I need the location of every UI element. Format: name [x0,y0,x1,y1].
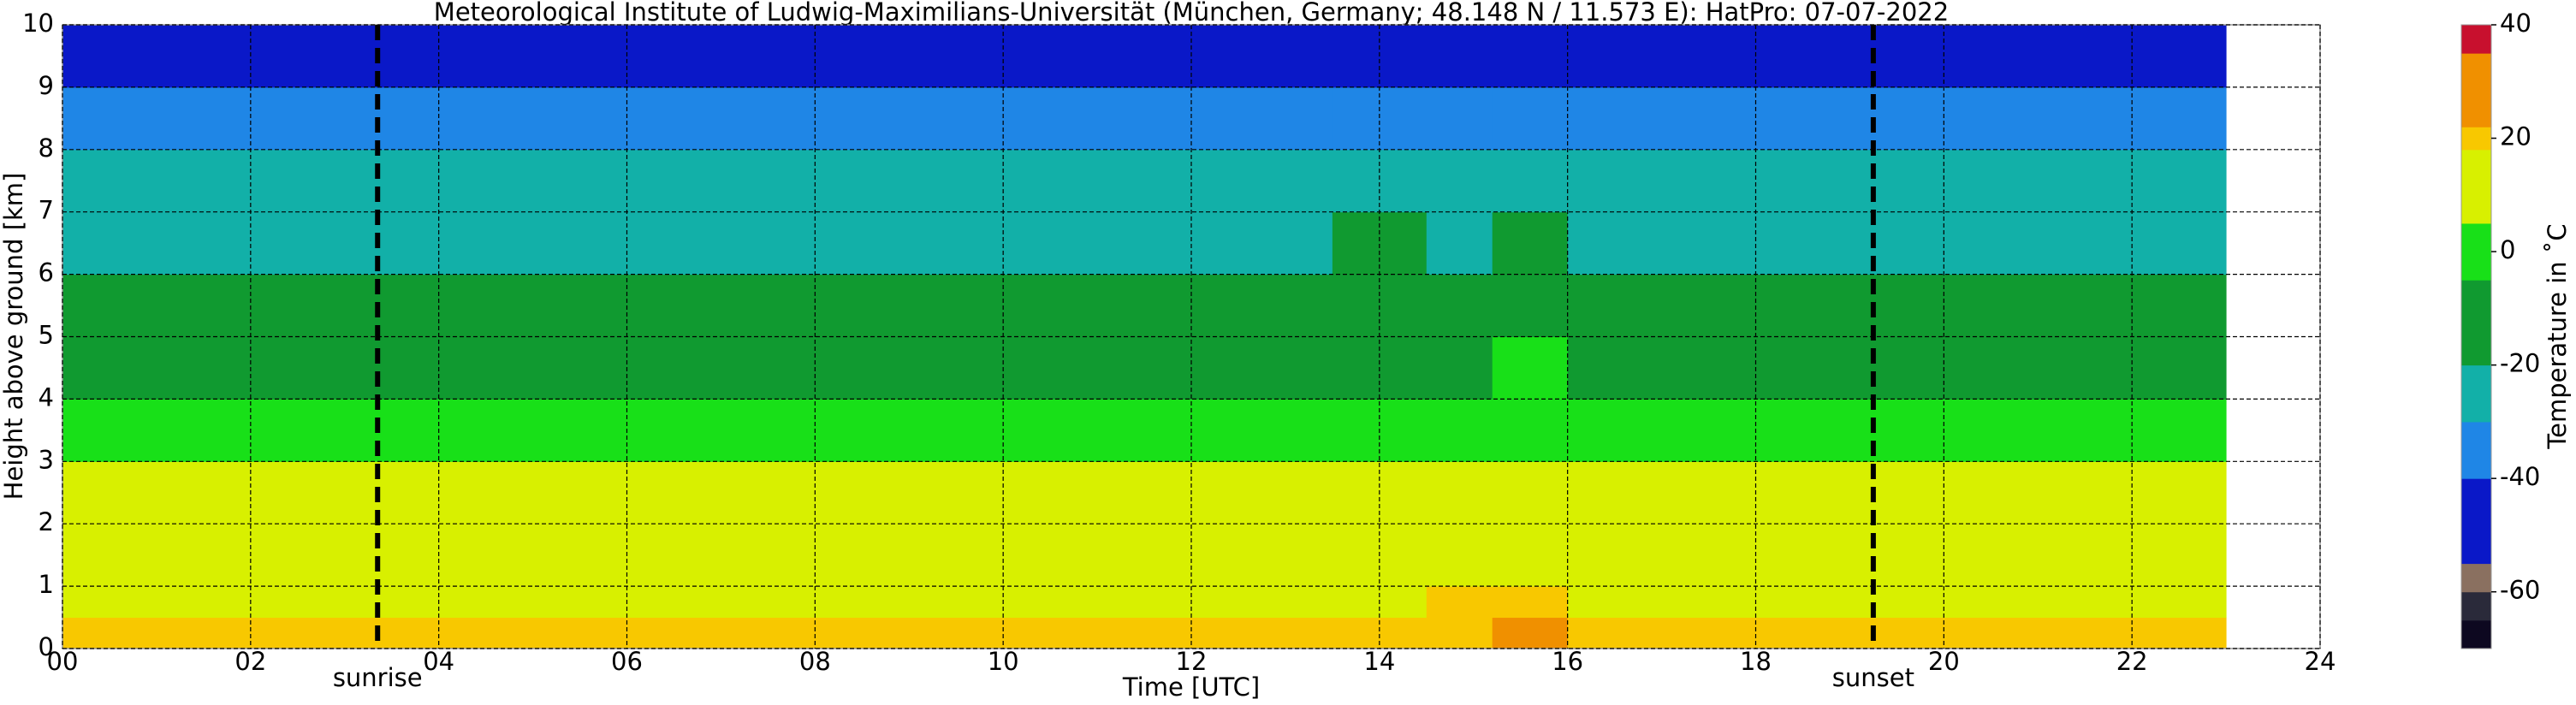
x-tick-label: 08 [799,647,831,676]
colorbar-segment [2461,127,2491,151]
heat-cell [1426,25,1493,88]
heat-cell [62,86,1333,151]
heat-cell [1332,211,1427,275]
colorbar-segment [2461,421,2491,479]
y-tick-label: 9 [39,71,54,100]
y-tick-label: 6 [39,258,54,287]
colorbar-tick-label: -40 [2500,462,2540,491]
heat-cell [1567,86,2227,151]
heat-cell [1567,617,2227,649]
y-axis-label: Height above ground [km] [0,173,28,501]
heat-cell [62,336,1333,400]
heat-cell [1426,336,1493,400]
heat-cell [1492,149,1569,213]
colorbar-segment [2461,53,2491,127]
x-tick-label: 16 [1552,647,1583,676]
heat-cell [1426,524,1493,587]
colorbar-tick-label: -60 [2500,576,2540,605]
heat-cell [1567,586,2227,619]
x-tick-label: 02 [234,647,266,676]
y-tick-label: 5 [39,321,54,350]
colorbar-label: Temperature in ˚C [2543,223,2572,449]
heat-cell [1426,86,1493,151]
heat-cell [1426,149,1493,213]
x-tick-label: 04 [423,647,454,676]
heat-cell [1567,336,2227,400]
y-tick-label: 0 [39,632,54,661]
heat-cell [1426,211,1493,275]
colorbar-tick-label: -20 [2500,349,2540,378]
x-tick-label: 00 [47,647,79,676]
colorbar-tick-label: 0 [2500,235,2515,264]
heat-cell [62,25,1333,88]
heat-cell [1492,524,1569,587]
heat-cell [62,211,1333,275]
y-tick-label: 7 [39,196,54,225]
colorbar-frame [2460,24,2492,649]
colorbar-segment [2461,149,2491,224]
heat-cell [1492,86,1569,151]
colorbar-segment [2461,222,2491,281]
heat-cell [1426,461,1493,524]
heat-cell [62,617,1333,649]
heat-cell [62,586,1333,619]
heat-cell [1492,461,1569,524]
colorbar-tick-label: 40 [2500,9,2531,38]
heat-cell [1426,274,1493,337]
heat-cell [62,461,1333,524]
sun-label: sunrise [333,663,423,692]
heat-cell [1567,274,2227,337]
heat-cell [62,399,1333,462]
sun-label: sunset [1832,663,1914,692]
colorbar-segment [2461,478,2491,565]
heat-cell [1426,617,1493,649]
heat-cell [1426,586,1493,619]
colorbar-tick-label: 20 [2500,122,2531,151]
y-tick-label: 3 [39,445,54,474]
x-tick-label: 22 [2116,647,2148,676]
heat-cell [1492,274,1569,337]
colorbar-segment [2461,619,2491,649]
heat-cell [62,149,1333,213]
y-tick-label: 8 [39,133,54,163]
colorbar-segment [2461,563,2491,593]
x-tick-label: 10 [988,647,1019,676]
heat-cell [1332,149,1427,213]
x-axis-label: Time [UTC] [1122,672,1260,702]
chart-title: Meteorological Institute of Ludwig-Maxim… [434,0,1949,27]
x-tick-label: 18 [1740,647,1772,676]
heat-cell [1567,211,2227,275]
x-tick-label: 12 [1176,647,1208,676]
heat-cell [1492,399,1569,462]
heat-cell [1426,399,1493,462]
heat-cell [1567,25,2227,88]
x-tick-label: 24 [2305,647,2336,676]
colorbar-segment [2461,25,2491,54]
colorbar-segment [2461,591,2491,621]
y-tick-label: 10 [22,9,54,38]
y-tick-label: 2 [39,507,54,536]
heat-cell [1492,617,1569,649]
x-tick-label: 06 [611,647,643,676]
colorbar-segment [2461,280,2491,366]
heat-cell [1567,461,2227,524]
x-tick-label: 20 [1928,647,1960,676]
heat-cell [1567,524,2227,587]
heat-cell [1492,586,1569,619]
heat-cell [1492,25,1569,88]
heat-cell [62,524,1333,587]
x-tick-label: 14 [1363,647,1395,676]
colorbar-segment [2461,364,2491,423]
heat-cell [1492,211,1569,275]
heat-cell [1567,399,2227,462]
heat-cell [62,274,1333,337]
heat-cell [1567,149,2227,213]
y-tick-label: 1 [39,570,54,599]
y-tick-label: 4 [39,382,54,412]
heat-cell [1332,86,1427,151]
heat-cell [1492,336,1569,400]
